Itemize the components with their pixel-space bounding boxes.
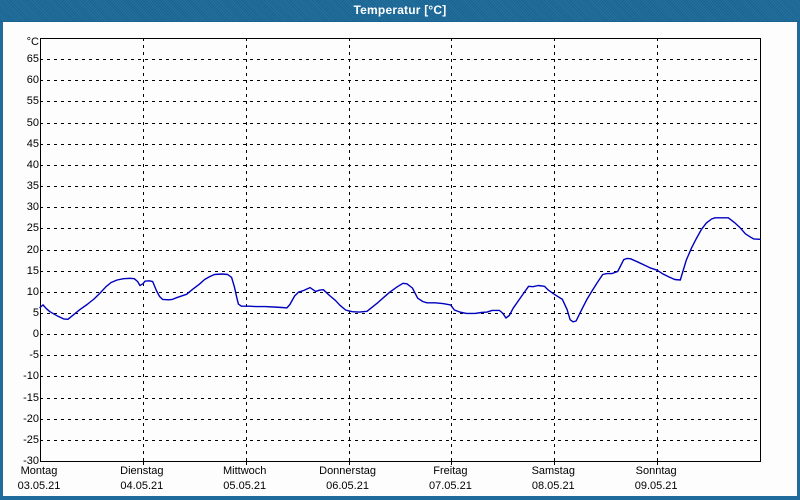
window-titlebar[interactable]: Temperatur [°C] <box>0 0 800 22</box>
x-axis-day-label: Samstag <box>531 465 575 477</box>
y-axis-tick-label: 35 <box>26 180 39 193</box>
y-axis-tick-label: 20 <box>26 243 39 256</box>
y-axis-tick-label: -20 <box>23 412 39 425</box>
y-axis-tick-label: 45 <box>26 137 39 150</box>
y-axis-tick-label: -5 <box>29 349 39 362</box>
y-axis-tick-label: 0 <box>32 328 39 341</box>
y-axis-tick-label: -15 <box>23 391 39 404</box>
x-axis-date-label: 08.05.21 <box>531 480 575 492</box>
y-axis-tick-label: 55 <box>26 95 39 108</box>
y-axis-tick-label: 10 <box>26 285 39 298</box>
x-axis-day-label: Mittwoch <box>223 465 267 477</box>
y-axis-tick-label: -25 <box>23 433 39 446</box>
x-axis-date-label: 07.05.21 <box>429 480 472 492</box>
y-axis-tick-label: 5 <box>32 306 39 319</box>
x-axis-date-label: 04.05.21 <box>120 480 164 492</box>
x-axis-date-label: 09.05.21 <box>634 480 678 492</box>
y-axis-tick-label: 50 <box>26 116 39 129</box>
y-axis-tick-label: 65 <box>26 53 39 66</box>
x-axis-day-label: Montag <box>20 465 58 477</box>
x-axis-day-label: Donnerstag <box>319 465 376 477</box>
y-axis-tick-label: -30 <box>23 455 39 467</box>
y-axis-tick-label: 40 <box>26 158 39 171</box>
x-axis-day-label: Dienstag <box>120 465 164 477</box>
y-axis-tick-label: 60 <box>26 74 39 87</box>
x-axis-date-label: 05.05.21 <box>223 480 267 492</box>
x-axis-date-label: 06.05.21 <box>326 480 369 492</box>
y-axis-tick-label: 30 <box>26 201 39 214</box>
y-axis-tick-label: 15 <box>26 264 39 277</box>
y-axis-tick-label: 25 <box>26 222 39 235</box>
window-title: Temperatur [°C] <box>353 3 447 17</box>
x-axis-date-label: 03.05.21 <box>17 480 61 492</box>
x-axis-day-label: Freitag <box>433 465 468 477</box>
y-axis-tick-label: -10 <box>23 370 39 383</box>
y-axis-unit-label: °C <box>26 36 39 48</box>
x-axis-day-label: Sonntag <box>635 465 677 477</box>
